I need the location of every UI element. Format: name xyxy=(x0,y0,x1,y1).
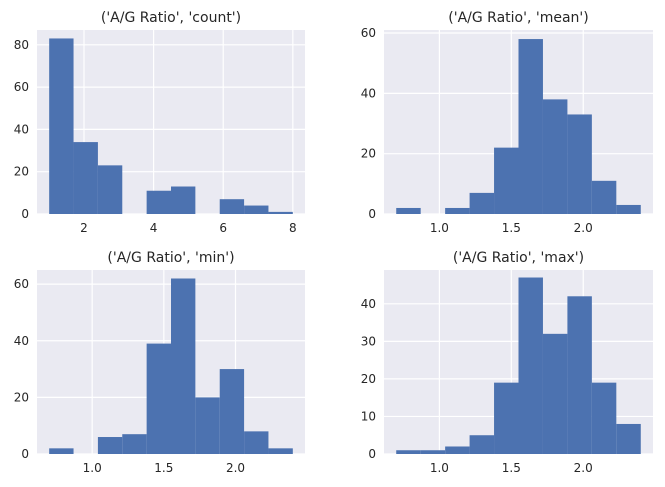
bar-max-8 xyxy=(591,382,617,454)
bar-count-4 xyxy=(146,190,171,214)
x-tick-label-min-1: 1.5 xyxy=(154,461,173,475)
y-tick-label-mean-1: 20 xyxy=(361,147,376,161)
bar-mean-9 xyxy=(616,204,641,214)
x-tick-label-min-0: 1.0 xyxy=(83,461,102,475)
y-tick-label-count-0: 0 xyxy=(21,207,29,221)
y-tick-label-count-3: 60 xyxy=(14,80,29,94)
y-tick-label-mean-2: 40 xyxy=(361,86,376,100)
bar-max-4 xyxy=(494,382,519,454)
chart-title-count: ('A/G Ratio', 'count') xyxy=(101,10,241,26)
y-tick-label-max-0: 0 xyxy=(368,447,376,461)
x-tick-label-count-2: 6 xyxy=(219,221,227,235)
bar-max-0 xyxy=(396,450,421,454)
y-tick-label-max-1: 10 xyxy=(361,409,376,423)
bar-max-5 xyxy=(518,277,543,454)
y-tick-label-max-3: 30 xyxy=(361,334,376,348)
x-tick-label-min-2: 2.0 xyxy=(226,461,245,475)
bar-mean-7 xyxy=(567,114,592,214)
tick-labels-max: 1.0 1.5 2.0 0 10 20 30 40 xyxy=(361,297,593,475)
bar-mean-3 xyxy=(469,192,495,214)
bar-min-5 xyxy=(171,278,196,454)
bar-min-7 xyxy=(219,369,245,454)
bar-max-1 xyxy=(420,450,446,454)
bar-min-3 xyxy=(122,434,147,454)
bar-count-1 xyxy=(73,142,98,214)
bar-max-7 xyxy=(567,296,592,454)
x-tick-label-max-2: 2.0 xyxy=(574,461,593,475)
bar-min-6 xyxy=(195,397,220,454)
x-tick-label-mean-1: 1.5 xyxy=(502,221,521,235)
y-tick-label-mean-3: 60 xyxy=(361,26,376,40)
y-tick-label-mean-0: 0 xyxy=(368,207,376,221)
y-tick-label-min-2: 40 xyxy=(14,334,29,348)
x-tick-label-max-0: 1.0 xyxy=(430,461,449,475)
bar-max-3 xyxy=(469,435,495,454)
x-tick-label-count-3: 8 xyxy=(289,221,297,235)
y-tick-label-min-3: 60 xyxy=(14,277,29,291)
tick-labels-mean: 1.0 1.5 2.0 0 20 40 60 xyxy=(361,26,593,235)
y-tick-label-max-4: 40 xyxy=(361,297,376,311)
bar-max-6 xyxy=(542,333,568,454)
bar-mean-6 xyxy=(542,99,568,214)
bars-min xyxy=(49,278,293,454)
tick-labels-min: 1.0 1.5 2.0 0 20 40 60 xyxy=(14,277,245,475)
bars-max xyxy=(396,277,641,454)
bar-min-2 xyxy=(97,437,123,454)
bar-mean-8 xyxy=(591,180,617,214)
y-tick-label-min-1: 20 xyxy=(14,390,29,404)
bar-mean-0 xyxy=(396,207,421,214)
panel-max: 1.0 1.5 2.0 0 10 20 30 40 ('A/G Ratio', 'max') xyxy=(361,250,653,475)
bar-min-8 xyxy=(244,431,269,454)
y-tick-label-max-2: 20 xyxy=(361,372,376,386)
bar-count-0 xyxy=(49,38,74,214)
x-tick-label-count-1: 4 xyxy=(150,221,158,235)
bars-mean xyxy=(396,39,641,214)
bar-mean-4 xyxy=(494,147,519,214)
chart-title-mean: ('A/G Ratio', 'mean') xyxy=(448,10,588,26)
bar-mean-5 xyxy=(518,39,543,214)
bar-min-9 xyxy=(268,448,293,454)
bar-min-4 xyxy=(146,343,171,454)
panel-min: 1.0 1.5 2.0 0 20 40 60 ('A/G Ratio', 'min') xyxy=(14,250,305,475)
bar-max-9 xyxy=(616,423,641,454)
chart-title-min: ('A/G Ratio', 'min') xyxy=(107,250,234,266)
y-tick-label-count-1: 20 xyxy=(14,165,29,179)
bar-count-8 xyxy=(244,205,269,214)
bars-count xyxy=(49,38,293,214)
y-tick-label-count-2: 40 xyxy=(14,122,29,136)
bar-count-5 xyxy=(171,186,196,214)
bar-mean-2 xyxy=(445,207,470,214)
y-tick-label-min-0: 0 xyxy=(21,447,29,461)
y-tick-label-count-4: 80 xyxy=(14,38,29,52)
bar-count-9 xyxy=(268,211,293,214)
bar-count-7 xyxy=(219,199,245,214)
chart-title-max: ('A/G Ratio', 'max') xyxy=(453,250,584,266)
bar-min-0 xyxy=(49,448,74,454)
panel-mean: 1.0 1.5 2.0 0 20 40 60 ('A/G Ratio', 'mean') xyxy=(361,10,653,235)
x-tick-label-mean-2: 2.0 xyxy=(574,221,593,235)
bar-max-2 xyxy=(445,446,470,454)
bar-count-2 xyxy=(97,165,123,214)
x-tick-label-mean-0: 1.0 xyxy=(430,221,449,235)
x-tick-label-max-1: 1.5 xyxy=(502,461,521,475)
x-tick-label-count-0: 2 xyxy=(80,221,88,235)
